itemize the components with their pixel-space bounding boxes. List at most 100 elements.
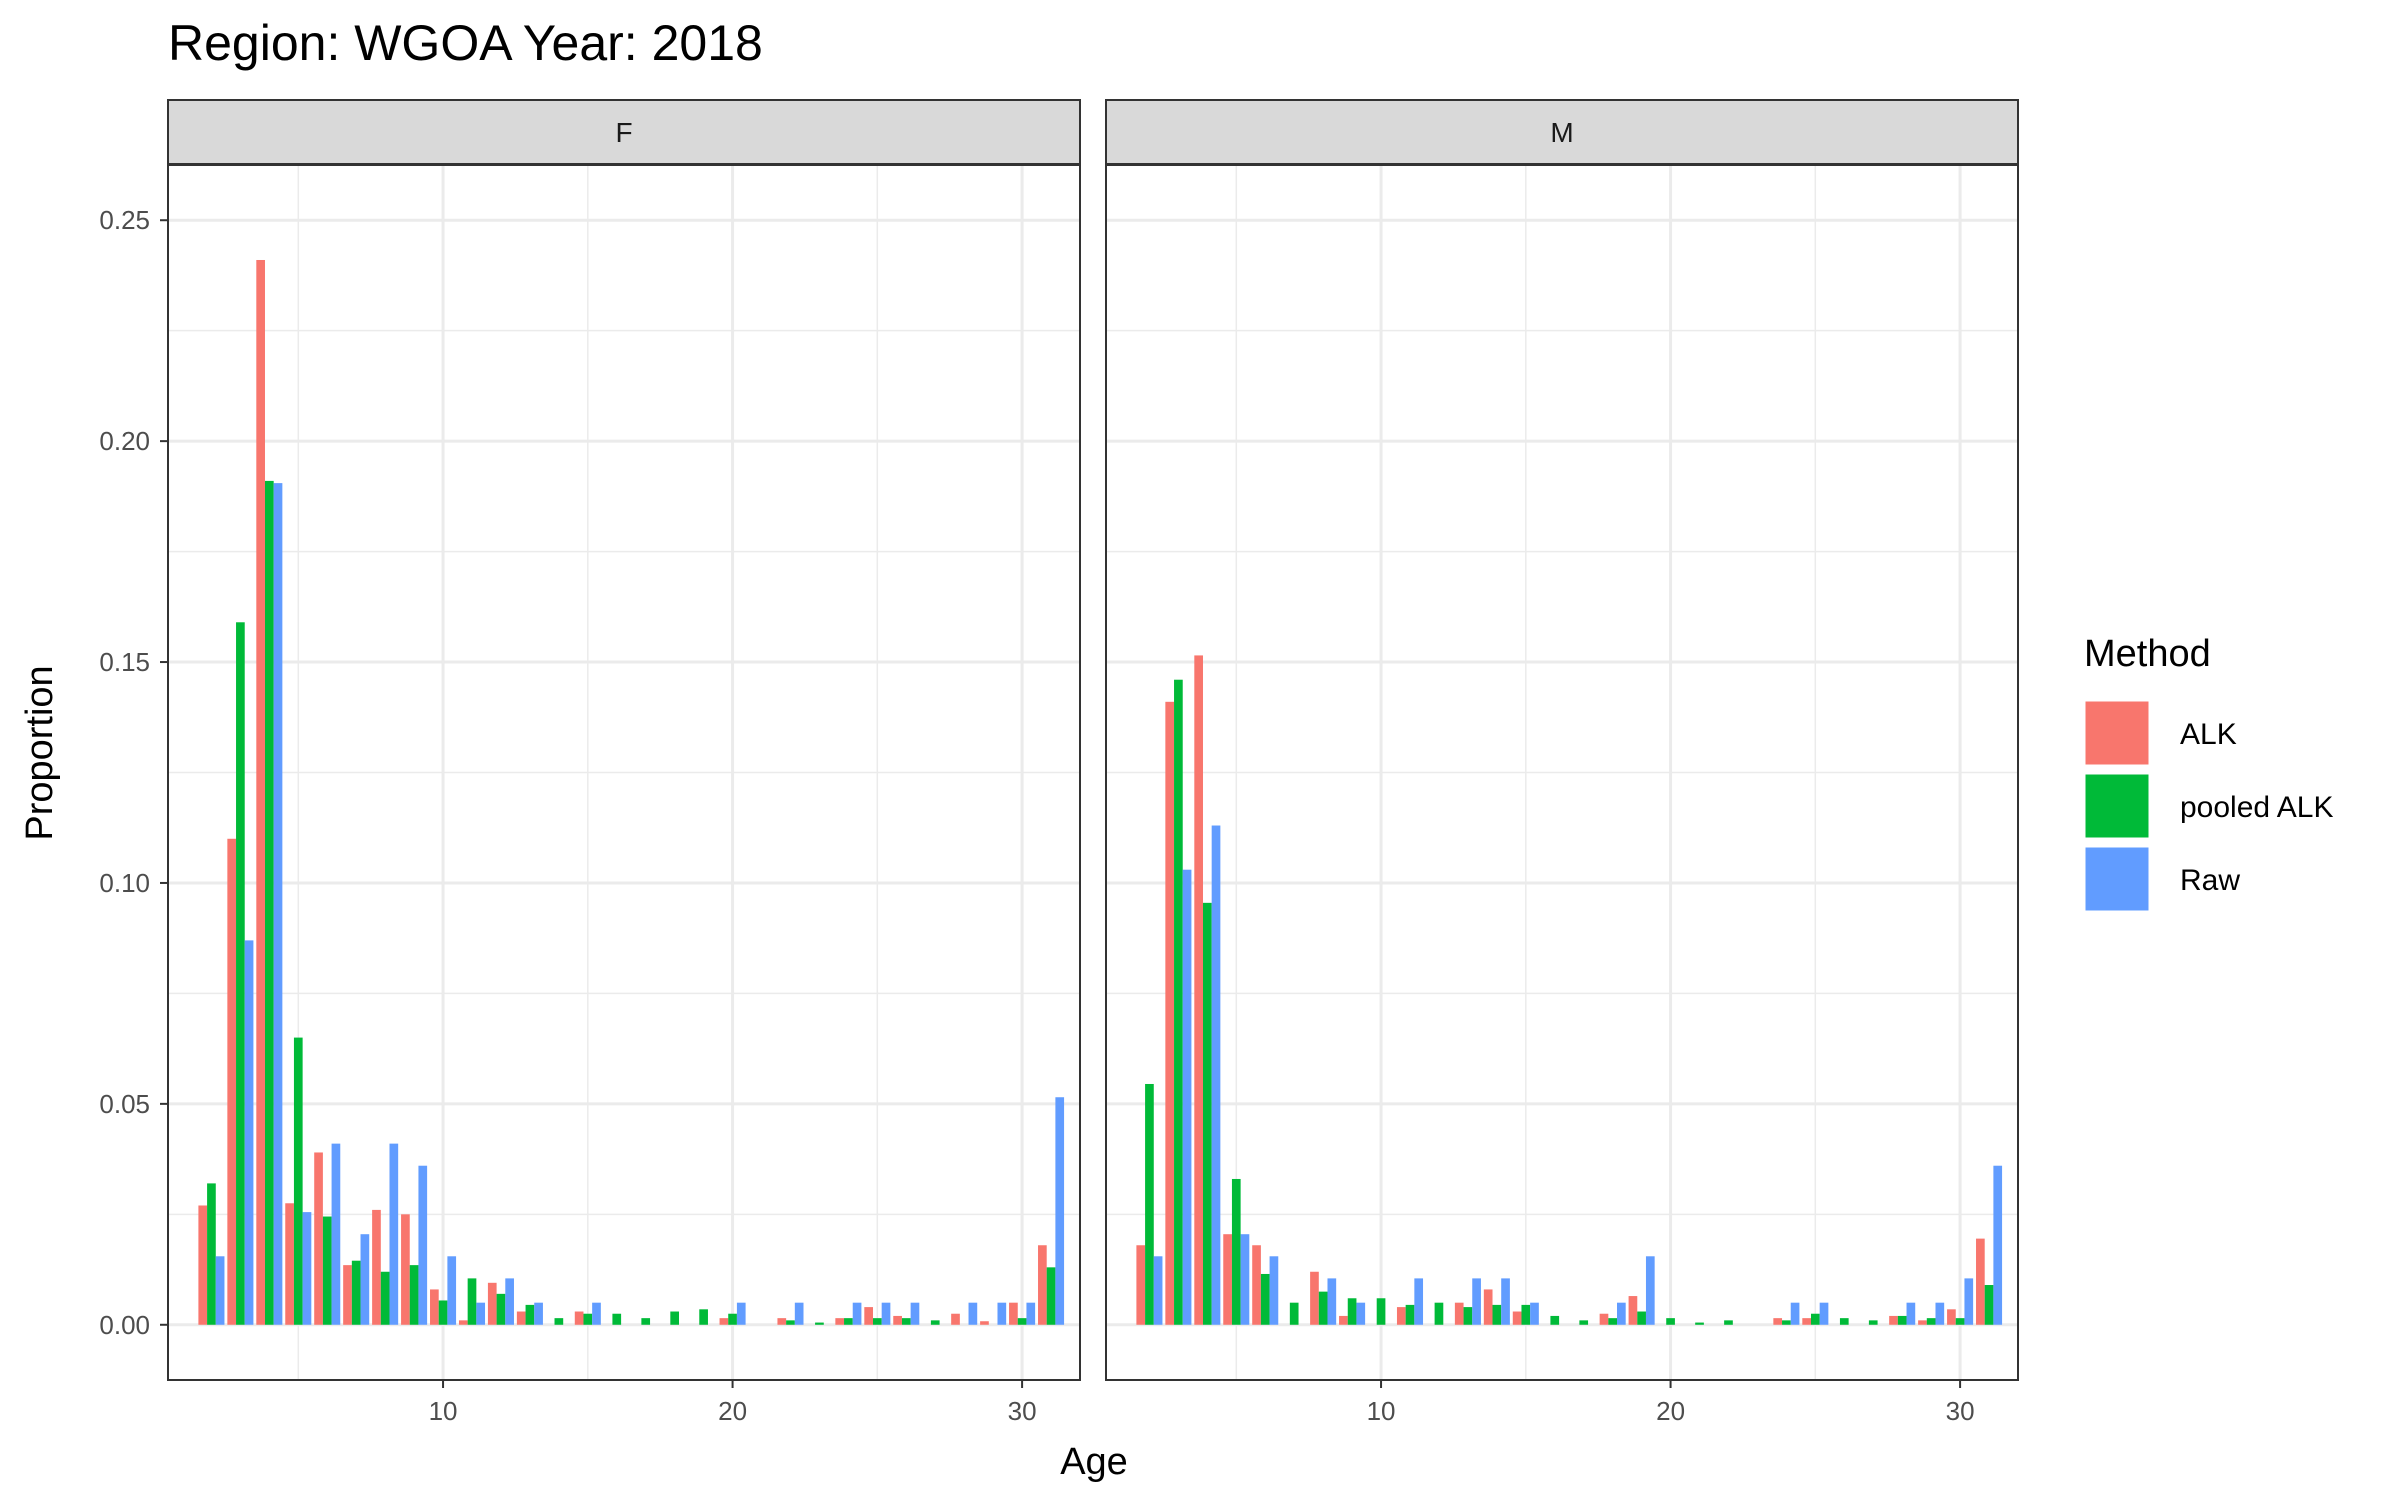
bar-alk (314, 1152, 323, 1325)
y-tick-label: 0.15 (99, 647, 150, 677)
x-tick-label: 20 (1656, 1396, 1685, 1426)
bar-alk (227, 838, 237, 1325)
bar-pooled-alk (930, 1320, 940, 1325)
bar-alk (777, 1318, 787, 1325)
bar-alk (198, 1205, 208, 1325)
bar-alk (1947, 1309, 1956, 1325)
bar-pooled-alk (1174, 679, 1183, 1325)
bar-alk (1889, 1315, 1898, 1325)
bar-pooled-alk (1550, 1315, 1560, 1325)
bar-alk (516, 1311, 526, 1325)
bar-raw (881, 1302, 891, 1325)
bar-pooled-alk (1897, 1315, 1907, 1325)
legend-item: pooled ALK (2082, 771, 2333, 841)
bar-alk (343, 1265, 352, 1325)
legend: Method ALK pooled ALK Raw (2082, 633, 2333, 914)
bar-alk (372, 1209, 381, 1325)
bar-raw (1617, 1302, 1626, 1325)
bar-pooled-alk (525, 1304, 535, 1325)
bar-pooled-alk (1231, 1178, 1241, 1325)
bar-raw (476, 1302, 486, 1325)
x-tick-label: 30 (1008, 1396, 1037, 1426)
bar-pooled-alk (1955, 1318, 1965, 1325)
bar-raw (273, 483, 283, 1325)
bar-pooled-alk (1405, 1304, 1415, 1325)
bar-raw (331, 1143, 341, 1325)
bar-alk (1339, 1315, 1348, 1325)
bar-raw (1026, 1302, 1036, 1325)
x-axis-title: Age (1060, 1441, 1128, 1483)
bar-pooled-alk (1579, 1320, 1589, 1325)
y-axis: 0.00 0.05 0.10 0.15 0.20 0.25 (99, 205, 168, 1340)
bar-alk (1918, 1320, 1927, 1325)
bar-pooled-alk (641, 1318, 651, 1325)
bar-raw (852, 1302, 862, 1325)
bar-alk (401, 1214, 410, 1325)
bar-raw (447, 1256, 457, 1325)
bar-alk (487, 1282, 497, 1325)
bar-pooled-alk (351, 1260, 361, 1325)
bar-raw (1530, 1302, 1539, 1325)
bar-pooled-alk (438, 1300, 448, 1325)
bar-raw (1240, 1234, 1250, 1325)
legend-key (2082, 698, 2152, 768)
bar-pooled-alk (1463, 1307, 1473, 1325)
bar-raw (1906, 1302, 1916, 1325)
bar-pooled-alk (1289, 1302, 1299, 1325)
bar-pooled-alk (1782, 1320, 1791, 1325)
legend-label: Raw (2180, 864, 2240, 897)
bar-raw (968, 1302, 978, 1325)
bar-alk (1310, 1271, 1319, 1325)
bar-raw (505, 1278, 514, 1325)
y-tick-label: 0.10 (99, 868, 150, 898)
bar-alk (1976, 1238, 1985, 1325)
bar-pooled-alk (901, 1318, 911, 1325)
bar-alk (893, 1315, 902, 1325)
chart-title: Region: WGOA Year: 2018 (168, 15, 763, 71)
bar-pooled-alk (293, 1037, 303, 1325)
bar-alk (1599, 1313, 1609, 1325)
y-tick-label: 0.00 (99, 1310, 150, 1340)
bar-pooled-alk (872, 1318, 882, 1325)
x-tick-label: 10 (429, 1396, 458, 1426)
bar-raw (1055, 1097, 1065, 1325)
bar-pooled-alk (264, 480, 274, 1325)
bar-raw (1935, 1302, 1945, 1325)
bar-pooled-alk (1145, 1083, 1154, 1325)
bar-raw (244, 940, 254, 1325)
bar-alk (1136, 1245, 1146, 1325)
bar-raw (794, 1302, 804, 1325)
bar-raw (360, 1234, 370, 1325)
facet-strip (1105, 99, 2019, 165)
bar-pooled-alk (1046, 1267, 1056, 1325)
bar-pooled-alk (1637, 1311, 1646, 1325)
bar-raw (1790, 1302, 1800, 1325)
bar-raw (1964, 1278, 1974, 1325)
bar-raw (1501, 1278, 1510, 1325)
bar-pooled-alk (1347, 1298, 1357, 1325)
bar-pooled-alk (612, 1313, 622, 1325)
bar-alk (1396, 1307, 1406, 1325)
bar-pooled-alk (409, 1265, 419, 1325)
facet-panel-m: M 10 20 30 (1105, 99, 2019, 1426)
bar-alk (458, 1320, 468, 1325)
bar-alk (285, 1203, 294, 1325)
bars (1136, 655, 2003, 1325)
bar-pooled-alk (1810, 1313, 1820, 1325)
bar-raw (1414, 1278, 1424, 1325)
bar-alk (1802, 1318, 1811, 1325)
legend-title: Method (2084, 633, 2211, 675)
legend-item: ALK (2082, 698, 2237, 768)
bar-raw (910, 1302, 920, 1325)
bar-pooled-alk (467, 1278, 477, 1325)
bar-raw (215, 1256, 225, 1325)
bar-raw (1269, 1256, 1279, 1325)
bar-alk (1628, 1296, 1638, 1325)
bar-pooled-alk (1984, 1285, 1994, 1325)
bar-pooled-alk (1926, 1318, 1936, 1325)
bar-pooled-alk (670, 1311, 680, 1325)
bar-pooled-alk (236, 622, 245, 1325)
bar-alk (864, 1307, 873, 1325)
bar-pooled-alk (380, 1271, 390, 1325)
